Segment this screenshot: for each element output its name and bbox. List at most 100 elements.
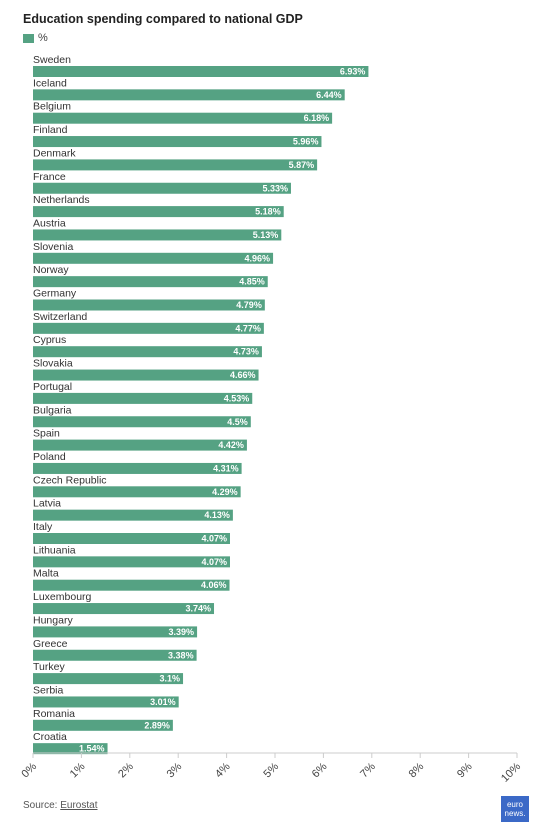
euronews-logo: euro news.	[501, 796, 529, 822]
data-label: 4.79%	[236, 300, 262, 310]
data-label: 4.07%	[201, 534, 227, 544]
category-label: Croatia	[33, 731, 67, 743]
x-tick-label: 8%	[407, 760, 427, 780]
category-label: Czech Republic	[33, 474, 107, 486]
category-label: Latvia	[33, 498, 61, 510]
data-label: 4.42%	[218, 440, 244, 450]
category-label: Italy	[33, 521, 53, 533]
data-label: 5.13%	[253, 230, 279, 240]
category-label: Poland	[33, 451, 66, 463]
data-label: 4.07%	[201, 557, 227, 567]
data-label: 4.66%	[230, 370, 256, 380]
x-tick-label: 5%	[261, 760, 281, 780]
bar	[33, 649, 197, 661]
bar	[33, 416, 251, 428]
bar	[33, 743, 108, 755]
x-tick-label: 9%	[455, 760, 475, 780]
category-label: Austria	[33, 217, 66, 229]
x-tick-label: 7%	[358, 760, 378, 780]
x-tick-label: 1%	[68, 760, 88, 780]
bar	[33, 252, 274, 264]
data-label: 4.73%	[233, 347, 259, 357]
category-label: Lithuania	[33, 544, 76, 556]
source-link[interactable]: Eurostat	[60, 800, 98, 811]
data-label: 3.01%	[150, 697, 176, 707]
data-label: 4.5%	[227, 417, 248, 427]
logo-line-1: euro	[506, 800, 523, 809]
bar	[33, 346, 262, 358]
data-label: 4.77%	[235, 323, 261, 333]
data-label: 5.33%	[262, 183, 288, 193]
category-label: Portugal	[33, 381, 72, 393]
bar	[33, 556, 230, 568]
legend: %	[23, 32, 48, 44]
bar	[33, 579, 230, 591]
x-tick-label: 3%	[165, 760, 185, 780]
category-label: Switzerland	[33, 311, 87, 323]
bar	[33, 136, 322, 148]
data-label: 4.29%	[212, 487, 238, 497]
bar	[33, 486, 241, 498]
bar	[33, 533, 230, 544]
bar	[33, 626, 198, 638]
category-label: Spain	[33, 428, 60, 440]
legend-swatch	[23, 33, 34, 43]
category-label: France	[33, 171, 66, 183]
data-label: 3.1%	[160, 674, 181, 684]
category-label: Bulgaria	[33, 404, 72, 416]
bar	[33, 673, 184, 685]
legend-label: %	[38, 32, 48, 44]
data-label: 5.87%	[289, 160, 315, 170]
bar	[33, 206, 284, 218]
x-tick-label: 0%	[19, 760, 39, 780]
data-label: 3.74%	[185, 604, 211, 614]
bar	[33, 182, 291, 194]
category-label: Slovakia	[33, 358, 73, 370]
category-label: Cyprus	[33, 334, 66, 346]
bar	[33, 89, 345, 101]
chart-title: Education spending compared to national …	[23, 12, 303, 26]
bar-chart: Sweden 6.93% Iceland 6.44% Belgium 6.18% Finla…	[19, 54, 523, 785]
bar	[33, 299, 265, 311]
category-label: Turkey	[33, 661, 65, 673]
bar	[33, 462, 242, 474]
bar	[33, 603, 215, 615]
data-label: 3.39%	[169, 627, 195, 637]
x-tick-label: 4%	[213, 760, 233, 780]
data-label: 4.13%	[204, 510, 230, 520]
category-label: Luxembourg	[33, 591, 92, 603]
category-label: Slovenia	[33, 241, 73, 253]
category-label: Serbia	[33, 684, 64, 696]
logo-line-2: news.	[504, 809, 526, 818]
category-label: Hungary	[33, 614, 73, 626]
data-label: 4.96%	[245, 253, 271, 263]
data-label: 5.18%	[255, 207, 281, 217]
bar	[33, 369, 259, 381]
category-label: Greece	[33, 638, 68, 650]
category-label: Germany	[33, 288, 77, 300]
data-label: 4.85%	[239, 277, 265, 287]
category-label: Netherlands	[33, 194, 90, 206]
category-label: Norway	[33, 264, 69, 276]
source-note: Source: Eurostat	[23, 800, 98, 811]
data-label: 4.53%	[224, 393, 250, 403]
category-label: Denmark	[33, 147, 76, 159]
data-label: 5.96%	[293, 137, 319, 147]
bar	[33, 392, 253, 404]
bar	[33, 719, 173, 731]
category-label: Iceland	[33, 77, 67, 89]
source-prefix: Source:	[23, 800, 61, 811]
bar	[33, 439, 247, 451]
category-label: Romania	[33, 708, 75, 720]
data-label: 6.18%	[304, 113, 330, 123]
category-label: Belgium	[33, 101, 71, 113]
bar	[33, 322, 264, 334]
bar	[33, 112, 333, 124]
data-label: 1.54%	[79, 744, 105, 754]
x-tick-label: 6%	[310, 760, 330, 780]
x-tick-label: 10%	[499, 760, 523, 784]
category-label: Finland	[33, 124, 68, 136]
bar	[33, 276, 268, 288]
bar	[33, 696, 179, 708]
data-label: 4.06%	[201, 580, 227, 590]
